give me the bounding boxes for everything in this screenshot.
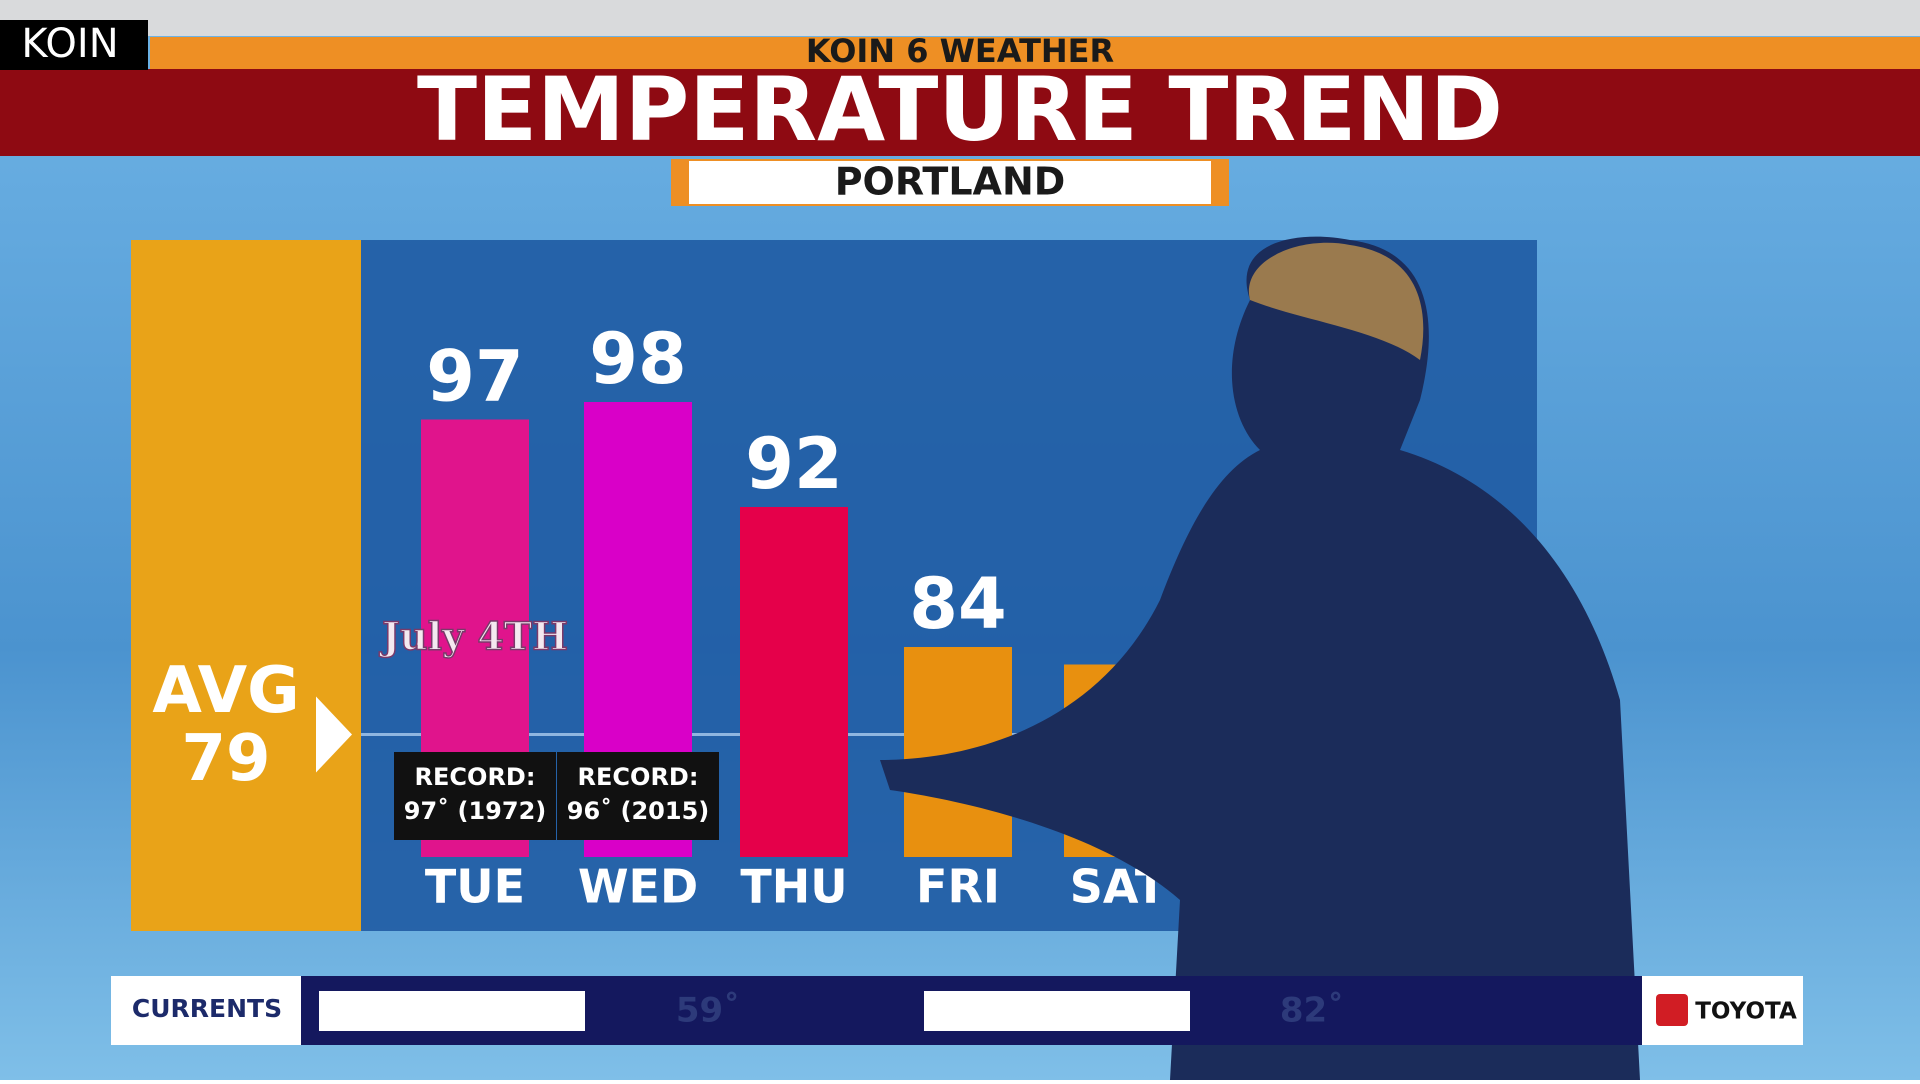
record-box — [557, 752, 719, 840]
title-band — [0, 69, 1920, 156]
network: KOIN 6 WEATHER — [806, 32, 1114, 70]
presenter-hair — [1248, 242, 1424, 360]
bar — [740, 507, 848, 857]
x-tick-label: FRI — [916, 860, 1000, 914]
record-detail: 97˚ (1972) — [404, 797, 547, 825]
value-label: 84 — [909, 563, 1006, 645]
average-value: 79 — [181, 722, 270, 796]
logo-box — [0, 20, 148, 70]
holiday-badge: July 4TH — [379, 614, 568, 659]
x-tick-label: THU — [740, 860, 847, 914]
value-label: 98 — [589, 318, 686, 400]
ticker-label-box — [111, 976, 301, 1045]
logo: KOIN — [21, 21, 118, 67]
presenter — [880, 236, 1640, 1080]
network-band — [150, 37, 1920, 69]
record-title: RECORD: — [578, 763, 699, 791]
record-box — [394, 752, 556, 840]
ticker-reading: 82˚ — [1280, 991, 1344, 1031]
sponsor: TOYOTA — [1695, 999, 1797, 1025]
sponsor-logo — [1656, 994, 1688, 1026]
top-strip — [0, 0, 1920, 36]
ticker-label: CURRENTS — [132, 994, 282, 1023]
ticker-slot — [924, 991, 1190, 1031]
record-detail: 96˚ (2015) — [567, 797, 710, 825]
ticker-reading: 59˚ — [676, 991, 740, 1031]
average-arrow — [316, 696, 352, 773]
average-label: AVG — [152, 654, 299, 728]
average-column — [131, 240, 361, 931]
value-label: 92 — [745, 423, 842, 505]
ticker-slot — [319, 991, 585, 1031]
location-box — [689, 161, 1211, 204]
location: PORTLAND — [835, 160, 1066, 204]
title: TEMPERATURE TREND — [417, 58, 1503, 161]
x-tick-label: WED — [578, 860, 698, 914]
value-label: 97 — [426, 336, 523, 418]
x-tick-label: TUE — [425, 860, 525, 914]
record-title: RECORD: — [415, 763, 536, 791]
